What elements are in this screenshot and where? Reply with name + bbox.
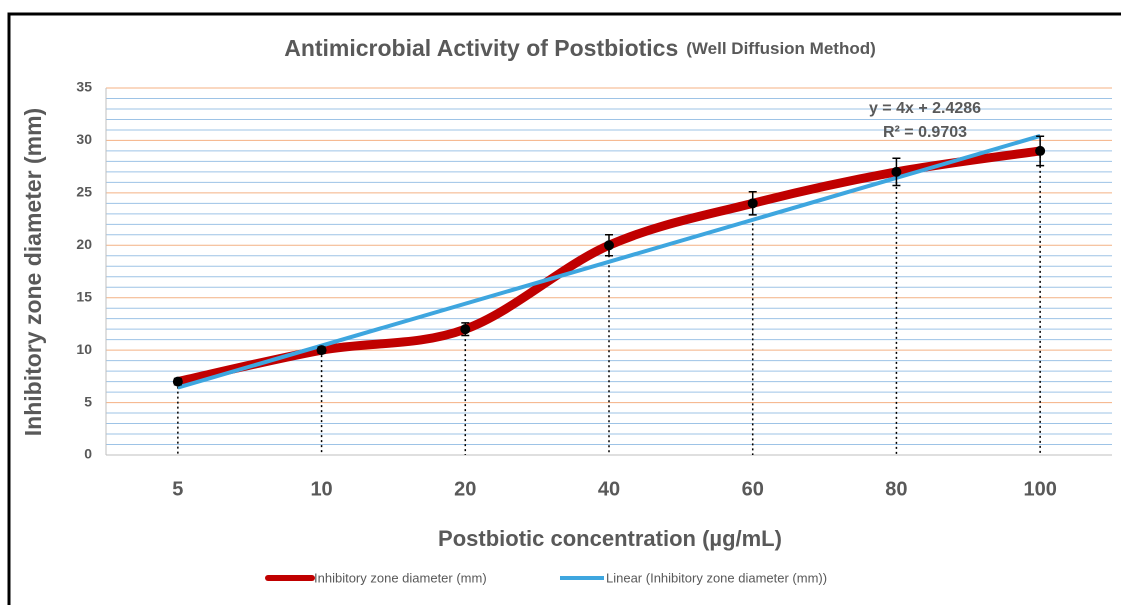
chart-title: Antimicrobial Activity of Postbiotics (We… bbox=[284, 35, 876, 61]
title-note: (Well Diffusion Method) bbox=[686, 39, 876, 58]
x-tick-label: 40 bbox=[598, 478, 620, 500]
data-point bbox=[891, 166, 902, 177]
data-point bbox=[172, 376, 183, 387]
legend-label: Linear (Inhibitory zone diameter (mm)) bbox=[606, 570, 827, 585]
y-tick-label: 25 bbox=[76, 184, 92, 200]
x-tick-label: 80 bbox=[885, 478, 907, 500]
x-tick-label: 100 bbox=[1023, 478, 1056, 500]
y-tick-label: 5 bbox=[84, 393, 92, 409]
y-tick-label: 20 bbox=[76, 236, 92, 252]
plot-area: 0 5 10 15 20 25 30 35 5 10 20 40 60 80 100 bbox=[76, 79, 1112, 500]
x-tick-label: 20 bbox=[454, 478, 476, 500]
y-axis-label: Inhibitory zone diameter (mm) bbox=[20, 108, 46, 436]
data-point bbox=[604, 240, 614, 251]
y-tick-label: 15 bbox=[76, 288, 92, 304]
x-axis-label: Postbiotic concentration (µg/mL) bbox=[438, 526, 782, 551]
title-main: Antimicrobial Activity of Postbiotics bbox=[284, 35, 678, 61]
y-tick-label: 10 bbox=[76, 341, 92, 357]
data-point bbox=[1035, 145, 1046, 156]
trend-equation: y = 4x + 2.4286 bbox=[869, 100, 981, 117]
chart-frame bbox=[7, 12, 1121, 605]
x-tick-label: 10 bbox=[310, 478, 332, 500]
x-tick-label: 60 bbox=[742, 478, 764, 500]
legend-label: Inhibitory zone diameter (mm) bbox=[314, 570, 487, 585]
trend-r2: R² = 0.9703 bbox=[883, 124, 967, 141]
data-point bbox=[316, 345, 327, 356]
y-tick-label: 35 bbox=[76, 79, 92, 95]
data-point bbox=[460, 324, 471, 335]
y-tick-label: 30 bbox=[76, 131, 92, 147]
data-point bbox=[747, 198, 758, 209]
x-tick-label: 5 bbox=[172, 478, 183, 500]
y-tick-label: 0 bbox=[84, 446, 92, 462]
